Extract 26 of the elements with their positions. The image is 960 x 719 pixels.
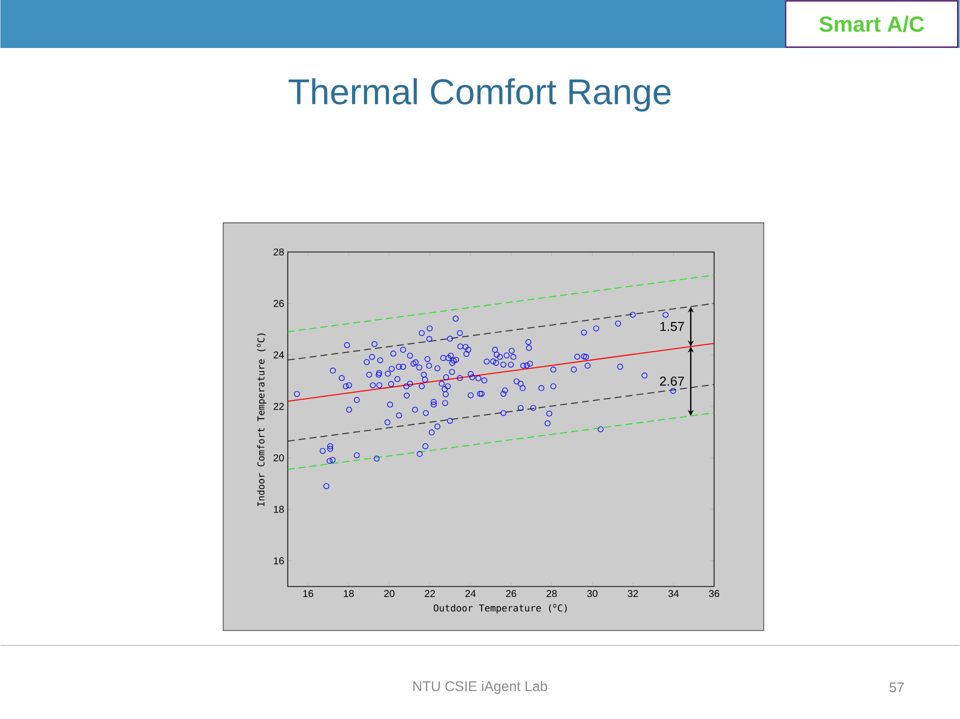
y-tick-label: 24 <box>274 351 284 358</box>
annotation: 2.67 <box>660 376 684 386</box>
x-tick-label: 22 <box>424 590 435 597</box>
y-axis-title: Indoor Comfort Temperature ($^{o}$C) <box>256 333 266 506</box>
chart-title: Thermal Comfort Range <box>288 78 671 112</box>
x-tick-label: 20 <box>384 590 394 597</box>
x-tick-label: 34 <box>668 590 679 597</box>
x-tick-label: 36 <box>708 590 720 597</box>
annotation: 1.57 <box>660 322 684 331</box>
x-tick-label: 18 <box>344 590 354 597</box>
text: Smart A/C <box>819 16 924 32</box>
text: 57 <box>889 682 904 692</box>
x-tick-label: 24 <box>465 590 476 597</box>
text: NTU CSIE iAgent Lab <box>413 680 548 694</box>
x-tick-label: 28 <box>546 590 557 597</box>
y-tick-label: 18 <box>274 506 284 513</box>
y-tick-label: 22 <box>274 402 284 410</box>
x-tick-label: 32 <box>628 590 638 597</box>
y-tick-label: 28 <box>274 248 284 256</box>
x-tick-label: 16 <box>303 590 314 597</box>
x-tick-label: 26 <box>506 590 516 597</box>
y-tick-label: 26 <box>274 300 284 307</box>
x-tick-label: 30 <box>587 590 598 597</box>
x-axis-title: Outdoor Temperature ($^{o}$C) <box>434 604 567 614</box>
y-tick-label: 16 <box>274 557 284 564</box>
y-tick-label: 20 <box>274 454 284 462</box>
